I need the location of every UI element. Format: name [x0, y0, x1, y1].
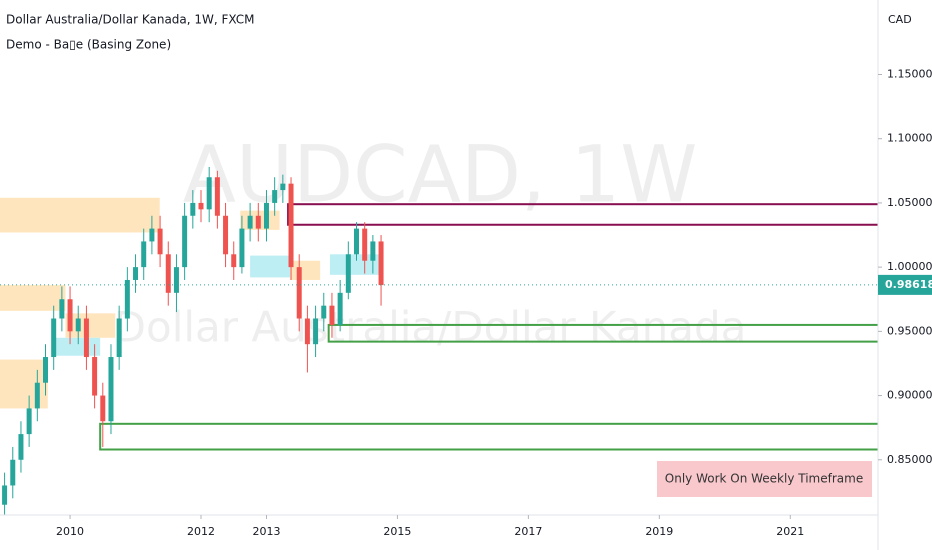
zone	[327, 323, 878, 343]
x-tick-label: 2017	[514, 525, 542, 538]
last-price-box	[878, 274, 932, 295]
candle-body	[67, 299, 73, 332]
zone	[65, 313, 116, 338]
zone	[329, 254, 380, 275]
candle-body	[10, 459, 16, 486]
zone	[54, 337, 101, 356]
y-tick-label: 1.05000	[887, 196, 932, 209]
candle-body	[165, 254, 171, 293]
candle-body	[255, 215, 261, 229]
candle-body	[288, 183, 294, 268]
y-tick-label: 0.90000	[887, 389, 932, 402]
candle-body	[75, 318, 81, 332]
candle-body	[149, 228, 155, 242]
zone	[99, 422, 878, 451]
y-tick-label: 0.95000	[887, 324, 932, 337]
candle-body	[34, 382, 40, 409]
candle-body	[272, 190, 278, 203]
candle-body	[239, 228, 245, 268]
candle-body	[124, 279, 130, 319]
candle-body	[223, 215, 229, 255]
x-tick-label: 2010	[56, 525, 84, 538]
x-tick-label: 2013	[252, 525, 280, 538]
zone	[250, 255, 291, 278]
note-box	[657, 461, 872, 497]
zone	[0, 285, 66, 311]
y-tick-label: 1.10000	[887, 132, 932, 145]
candle-body	[214, 177, 220, 216]
watermark: AUDCAD, 1W	[183, 130, 698, 220]
candle-body	[231, 254, 237, 268]
zone	[290, 260, 321, 280]
candle-body	[182, 215, 188, 268]
candle-body	[354, 228, 360, 255]
note: Only Work On Weekly Timeframe	[665, 472, 863, 486]
candle-body	[296, 267, 302, 319]
candle-body	[173, 267, 179, 293]
x-tick-label: 2019	[645, 525, 673, 538]
x-tick-label: 2012	[187, 525, 215, 538]
x-tick-label: 2021	[776, 525, 804, 538]
candle-body	[92, 357, 98, 396]
candle-body	[345, 254, 351, 293]
plot-area: AUDCAD, 1W Dollar Australia/Dollar Kanada	[0, 130, 878, 515]
candle-body	[100, 395, 106, 422]
y-tick-label: 1.00000	[887, 260, 932, 273]
currency: CAD	[888, 13, 912, 26]
candle-body	[83, 318, 89, 358]
candle-body	[247, 215, 253, 229]
candle-body	[313, 318, 319, 345]
candle-body	[362, 228, 368, 261]
candle-body	[108, 357, 114, 422]
candle-body	[370, 241, 376, 261]
candle-body	[157, 228, 163, 255]
candle-body	[263, 202, 269, 229]
candle-body	[43, 357, 49, 383]
indicator-name: Demo - Ba▯e (Basing Zone)	[6, 38, 171, 52]
candle-body	[198, 202, 204, 210]
candle-body	[280, 183, 286, 191]
candle-body	[2, 485, 8, 505]
last-price-label: 0.98618	[885, 278, 932, 291]
candle-body	[18, 434, 24, 460]
candle-body	[321, 305, 327, 319]
watermark-subtitle: Dollar Australia/Dollar Kanada	[114, 303, 747, 352]
zone	[287, 203, 878, 226]
y-tick-label: 1.15000	[887, 67, 932, 80]
candle-body	[141, 241, 147, 268]
candle-body	[337, 292, 343, 325]
x-tick-label: 2015	[383, 525, 411, 538]
candle-body	[116, 318, 122, 358]
y-tick-label: 0.85000	[887, 453, 932, 466]
candle-body	[206, 177, 212, 210]
candle-body	[26, 408, 32, 435]
zone	[0, 359, 48, 409]
candle-body	[59, 299, 65, 319]
candle-body	[190, 202, 196, 216]
candle-body	[133, 267, 139, 280]
chart-title: Dollar Australia/Dollar Kanada, 1W, FXCM	[6, 13, 255, 27]
zone	[0, 197, 160, 233]
candle-body	[304, 318, 310, 345]
candle-body	[378, 241, 384, 286]
candle-body	[329, 305, 335, 325]
candle-body	[51, 318, 57, 358]
